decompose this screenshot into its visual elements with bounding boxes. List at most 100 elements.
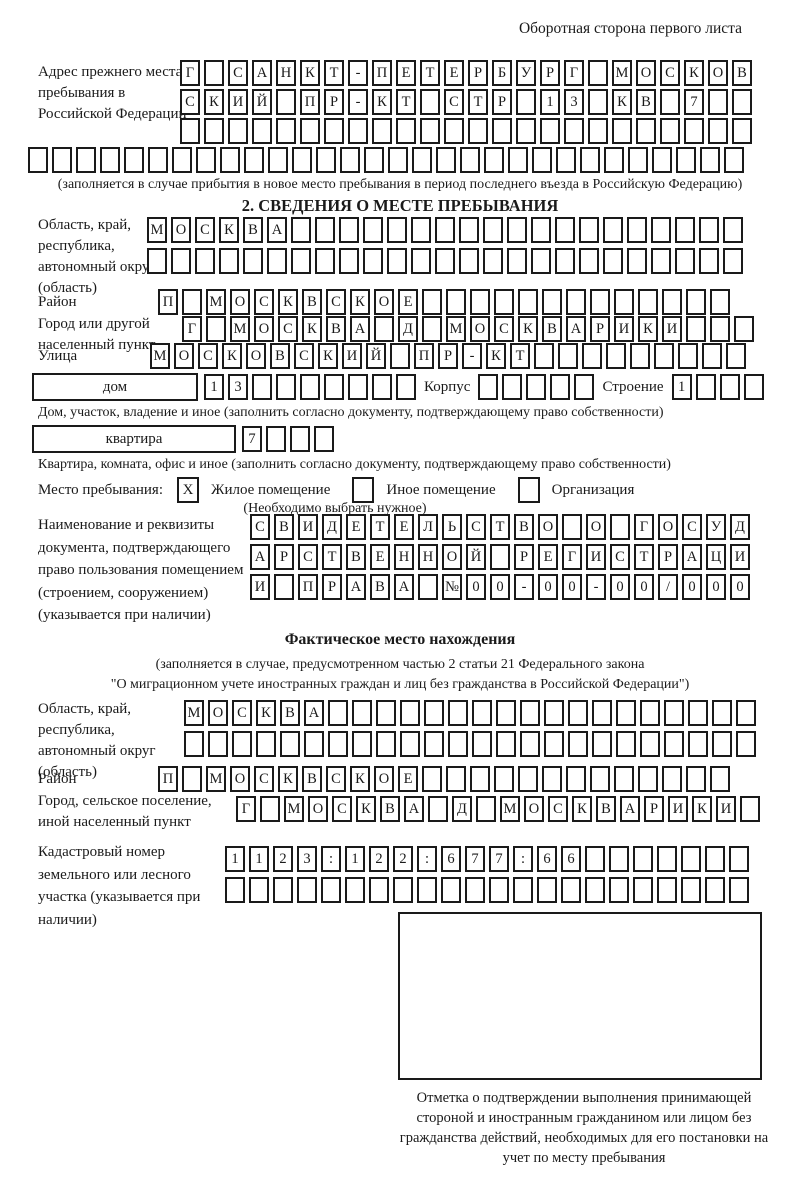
char-box	[675, 217, 695, 243]
fact-heading: Фактическое место нахождения	[284, 631, 516, 648]
char-box: К	[350, 289, 370, 315]
char-box: К	[350, 766, 370, 792]
char-box: В	[596, 796, 616, 822]
char-box: К	[204, 89, 224, 115]
char-box: У	[706, 514, 726, 540]
char-box	[339, 217, 359, 243]
char-box	[638, 289, 658, 315]
char-box: М	[147, 217, 167, 243]
char-box: К	[356, 796, 376, 822]
char-box	[518, 289, 538, 315]
char-box	[195, 248, 215, 274]
char-box: А	[250, 544, 270, 570]
char-box	[444, 118, 464, 144]
char-box: 2	[273, 846, 293, 872]
char-box	[483, 248, 503, 274]
char-box: Й	[466, 544, 486, 570]
char-box	[496, 700, 516, 726]
char-box	[627, 248, 647, 274]
char-box	[387, 217, 407, 243]
char-box	[243, 248, 263, 274]
other-premises-checkbox	[352, 477, 375, 503]
char-box	[732, 118, 752, 144]
char-box: Е	[538, 544, 558, 570]
char-box: Ц	[706, 544, 726, 570]
char-box	[712, 731, 732, 757]
char-box: К	[372, 89, 392, 115]
char-box: Е	[398, 289, 418, 315]
char-box	[376, 731, 396, 757]
char-box	[712, 700, 732, 726]
char-box	[612, 118, 632, 144]
char-box: В	[274, 514, 294, 540]
char-box: О	[308, 796, 328, 822]
char-box	[446, 766, 466, 792]
char-box	[228, 118, 248, 144]
char-box: И	[730, 544, 750, 570]
char-box: 0	[562, 574, 582, 600]
char-box: Д	[398, 316, 418, 342]
char-box	[564, 118, 584, 144]
char-box	[633, 877, 653, 903]
char-box: Т	[420, 60, 440, 86]
char-box	[436, 147, 456, 173]
char-box: В	[514, 514, 534, 540]
char-box: К	[572, 796, 592, 822]
char-box: А	[394, 574, 414, 600]
char-box	[182, 766, 202, 792]
char-box: П	[300, 89, 320, 115]
char-box	[400, 731, 420, 757]
char-box	[582, 343, 602, 369]
char-box	[544, 731, 564, 757]
other-premises-option-label: Иное помещение	[386, 481, 496, 498]
char-box: Р	[658, 544, 678, 570]
char-box: 0	[538, 574, 558, 600]
char-box: Р	[468, 60, 488, 86]
char-box	[726, 343, 746, 369]
korpus-label: Корпус	[424, 378, 471, 395]
char-box	[531, 248, 551, 274]
char-box: 0	[682, 574, 702, 600]
char-box: И	[662, 316, 682, 342]
char-box: В	[326, 316, 346, 342]
char-box	[609, 846, 629, 872]
char-box: М	[284, 796, 304, 822]
char-box	[180, 118, 200, 144]
char-box	[736, 700, 756, 726]
fact-region-row-2	[184, 731, 756, 757]
char-box	[540, 118, 560, 144]
char-box	[348, 374, 368, 400]
char-box	[513, 877, 533, 903]
char-box	[516, 89, 536, 115]
char-box: В	[732, 60, 752, 86]
char-box	[710, 289, 730, 315]
char-box	[352, 700, 372, 726]
char-box: Б	[492, 60, 512, 86]
char-box	[518, 766, 538, 792]
char-box: О	[246, 343, 266, 369]
char-box: Е	[370, 544, 390, 570]
char-box	[276, 118, 296, 144]
char-box: Р	[540, 60, 560, 86]
char-box: Е	[444, 60, 464, 86]
char-box	[276, 89, 296, 115]
house-note: Дом, участок, владение и иное (заполнить…	[38, 405, 664, 420]
char-box	[352, 731, 372, 757]
char-box	[724, 147, 744, 173]
char-box	[676, 147, 696, 173]
char-box	[256, 731, 276, 757]
char-box	[372, 374, 392, 400]
char-box: И	[250, 574, 270, 600]
char-box	[502, 374, 523, 400]
char-box: В	[380, 796, 400, 822]
char-box	[292, 147, 312, 173]
char-box	[171, 248, 191, 274]
char-box	[316, 147, 336, 173]
char-box	[52, 147, 72, 173]
char-box	[664, 700, 684, 726]
char-box	[640, 700, 660, 726]
char-box	[568, 700, 588, 726]
